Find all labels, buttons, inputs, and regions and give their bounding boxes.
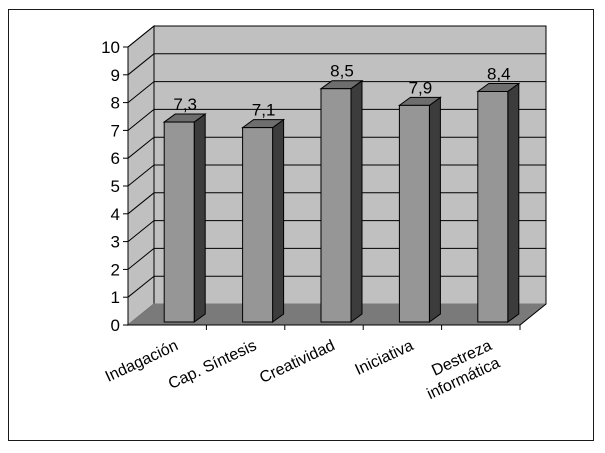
y-tick-label: 10 xyxy=(101,38,120,57)
y-tick-label: 9 xyxy=(111,66,120,85)
y-tick-label: 8 xyxy=(111,94,120,113)
category-label: Destrezainformática xyxy=(416,337,502,403)
y-tick-label: 3 xyxy=(111,233,120,252)
bar xyxy=(476,82,521,323)
bar-side xyxy=(428,96,441,323)
category-label: Creatividad xyxy=(257,337,338,387)
y-tick-label: 5 xyxy=(111,177,120,196)
bar-front xyxy=(477,90,509,323)
chart-frame xyxy=(8,9,594,441)
y-tick-label: 6 xyxy=(111,149,120,168)
floor-right-edge xyxy=(519,303,547,326)
bar-front xyxy=(398,104,430,323)
y-tick-label: 0 xyxy=(111,316,120,335)
data-label: 8,4 xyxy=(487,64,511,83)
y-tick-label: 4 xyxy=(111,205,120,224)
gridline xyxy=(127,25,546,48)
y-tick-label: 7 xyxy=(111,121,120,140)
bar xyxy=(319,79,364,323)
bar-front xyxy=(163,121,195,323)
data-label: 7,1 xyxy=(252,101,276,120)
data-label: 7,3 xyxy=(173,95,197,114)
data-label: 7,9 xyxy=(409,78,433,97)
bar xyxy=(241,118,286,323)
bar-side xyxy=(350,79,363,323)
bar-side xyxy=(272,118,285,323)
category-label-line: Creatividad xyxy=(257,337,338,387)
bar-front xyxy=(242,127,274,323)
bar-side xyxy=(193,113,206,323)
gridline xyxy=(127,53,546,76)
category-label: Iniciativa xyxy=(352,337,416,379)
y-tick-label: 2 xyxy=(111,260,120,279)
data-label: 8,5 xyxy=(330,62,354,81)
category-label-line: Cap. Síntesis xyxy=(166,337,259,393)
gridline xyxy=(127,81,546,103)
bar-side xyxy=(507,82,520,323)
bar xyxy=(397,96,442,323)
category-label: Cap. Síntesis xyxy=(166,337,259,393)
y-tick-label: 1 xyxy=(111,288,120,307)
bar-front xyxy=(320,88,352,323)
category-label-line: Iniciativa xyxy=(352,337,416,379)
bar xyxy=(162,113,207,323)
